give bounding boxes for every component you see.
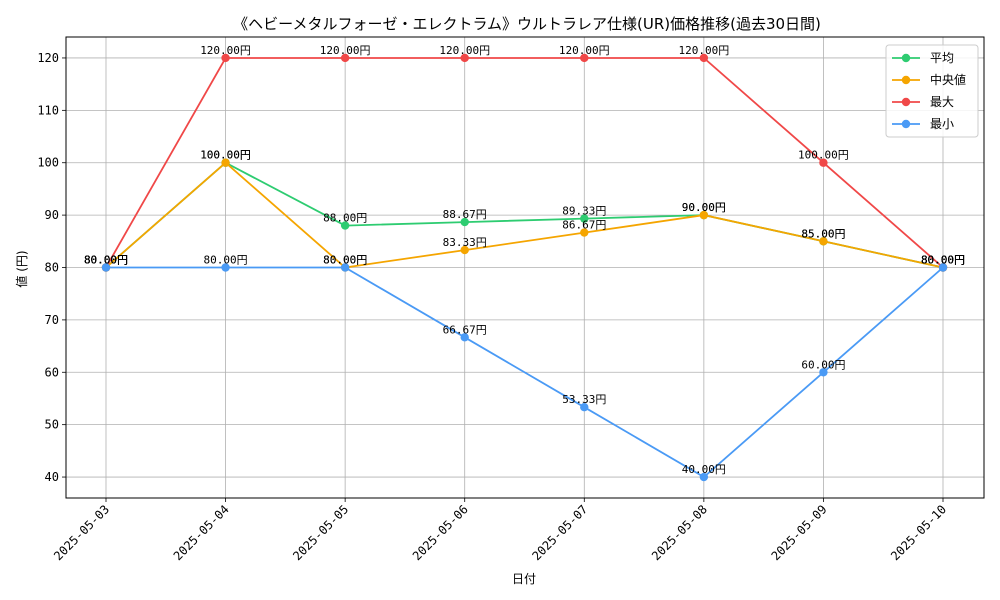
data-point: [699, 472, 709, 482]
y-tick-label: 90: [45, 208, 59, 222]
series-line: [105, 57, 944, 269]
series-3: [101, 263, 948, 482]
x-tick-label: 2025-05-05: [290, 502, 351, 563]
y-tick-label: 100: [37, 156, 59, 170]
data-label: 88.67円: [443, 208, 487, 221]
y-tick-label: 120: [37, 51, 59, 65]
x-tick-label: 2025-05-07: [529, 502, 590, 563]
data-point: [340, 53, 350, 63]
y-tick-label: 50: [45, 418, 59, 432]
plot-frame: [65, 36, 985, 499]
data-point: [221, 158, 230, 167]
data-point: [938, 263, 948, 272]
y-tick-label: 80: [45, 261, 59, 275]
x-tick-label: 2025-05-04: [171, 502, 232, 563]
data-label: 80.00円: [323, 254, 367, 267]
data-label: 86.67円: [562, 219, 606, 232]
data-point: [340, 221, 350, 230]
data-label: 80.00円: [921, 254, 965, 267]
y-tick-label: 60: [45, 365, 59, 379]
legend-marker: [901, 97, 911, 107]
data-label: 85.00円: [801, 227, 845, 240]
x-tick-label: 2025-05-06: [410, 502, 471, 563]
data-label: 100.00円: [200, 149, 251, 162]
data-label: 88.00円: [323, 212, 367, 225]
data-point: [819, 368, 828, 377]
data-label: 90.00円: [682, 201, 726, 214]
data-point: [580, 214, 589, 223]
data-point: [221, 53, 230, 63]
x-tick-label: 2025-05-03: [51, 502, 112, 563]
data-label: 80.00円: [84, 254, 128, 267]
data-label: 66.67円: [443, 323, 487, 336]
data-label: 80.00円: [84, 254, 128, 267]
series-line: [106, 266, 944, 479]
legend-box: [885, 44, 979, 138]
x-tick-label: 2025-05-08: [649, 502, 710, 563]
data-label: 80.00円: [204, 254, 248, 267]
data-point: [699, 210, 709, 220]
data-label: 90.00円: [682, 201, 726, 214]
data-point: [460, 53, 469, 63]
data-point: [460, 245, 469, 255]
legend-marker: [901, 75, 911, 85]
data-point: [101, 263, 111, 272]
data-label: 89.33円: [562, 205, 606, 218]
y-tick-label: 110: [37, 103, 59, 117]
data-label: 53.33円: [562, 393, 606, 406]
data-label: 120.00円: [559, 44, 610, 57]
chart-title: 《ヘビーメタルフォーゼ・エレクトラム》ウルトラレア仕様(UR)価格推移(過去30…: [233, 15, 821, 33]
y-tick-label: 70: [45, 313, 59, 327]
data-label: 80.00円: [84, 254, 128, 267]
data-label: 60.00円: [801, 358, 845, 371]
data-label: 83.33円: [443, 236, 487, 249]
data-label: 80.00円: [323, 254, 367, 267]
data-label: 120.00円: [678, 44, 729, 57]
data-label: 100.00円: [200, 149, 251, 162]
data-point: [819, 237, 828, 246]
series-group: [101, 53, 948, 482]
x-axis-label: 日付: [512, 572, 536, 586]
series-line: [105, 161, 944, 269]
data-point: [819, 158, 828, 167]
data-point: [460, 333, 469, 342]
data-label: 100.00円: [798, 149, 849, 162]
data-label: 80.00円: [84, 254, 128, 267]
x-tick-label: 2025-05-10: [888, 502, 949, 563]
x-tick-label: 2025-05-09: [769, 502, 830, 563]
axes: 2025-05-03 2025-05-04 2025-05-05 2025-05-06…: [37, 36, 985, 563]
data-point: [699, 53, 709, 63]
data-point: [580, 403, 589, 412]
data-labels: 80.00円 100.00円 88.00円 88.67円 89.33円 90.00円 85.…: [84, 44, 965, 476]
y-axis-label: 値 (円): [14, 250, 29, 287]
data-label: 80.00円: [921, 254, 965, 267]
legend-marker: [901, 53, 911, 63]
data-point: [580, 53, 589, 63]
legend-label: 最大: [930, 95, 954, 109]
legend-label: 中央値: [930, 72, 966, 87]
legend-marker: [901, 119, 911, 129]
legend-label: 最小: [930, 117, 954, 131]
data-point: [580, 228, 589, 237]
data-label: 85.00円: [801, 227, 845, 240]
data-label: 120.00円: [320, 44, 371, 57]
data-label: 120.00円: [439, 44, 490, 57]
data-label: 40.00円: [682, 463, 726, 476]
data-label: 120.00円: [200, 44, 251, 57]
data-label: 80.00円: [921, 254, 965, 267]
series-1: [101, 158, 948, 272]
data-point: [460, 217, 469, 227]
y-tick-label: 40: [45, 470, 59, 484]
data-point: [221, 263, 230, 272]
data-point: [340, 263, 350, 272]
data-label: 80.00円: [921, 254, 965, 267]
legend-label: 平均: [930, 51, 954, 65]
